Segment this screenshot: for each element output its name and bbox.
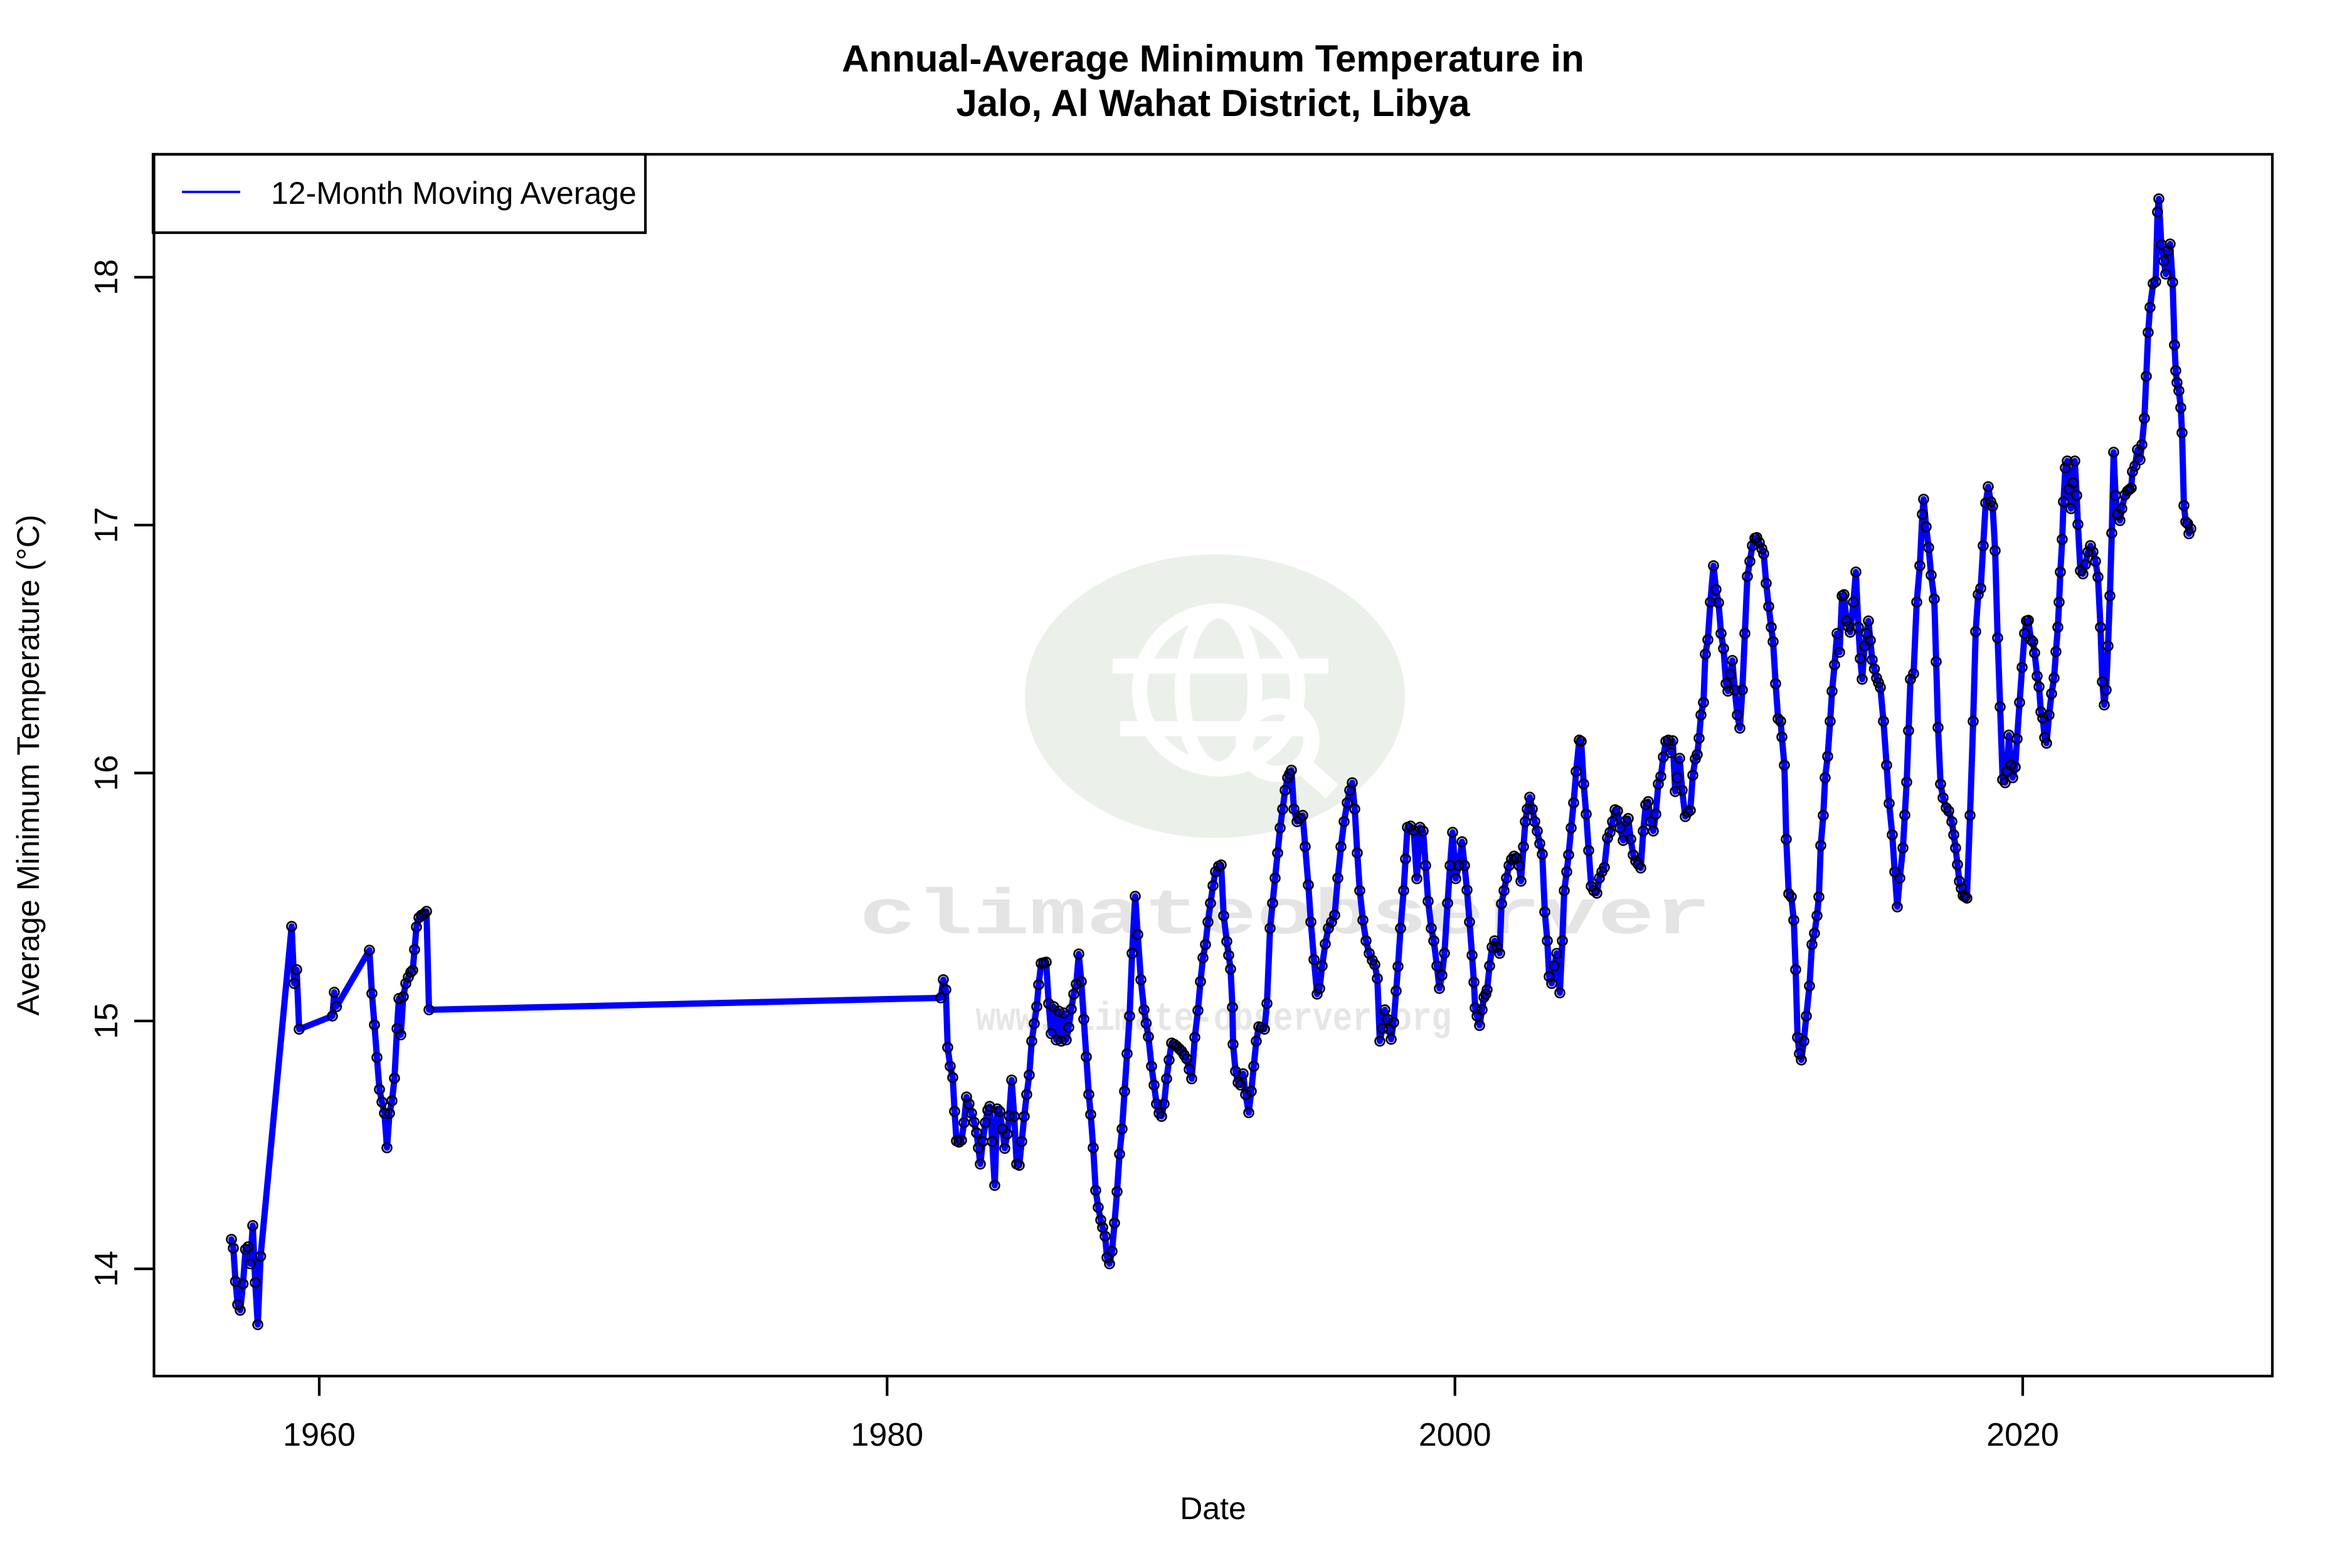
svg-text:1960: 1960 (283, 1417, 356, 1453)
svg-text:Annual-Average Minimum Tempera: Annual-Average Minimum Temperature in (842, 38, 1584, 80)
svg-text:16: 16 (88, 755, 125, 792)
svg-text:2020: 2020 (1986, 1417, 2059, 1453)
svg-text:Jalo, Al Wahat District, Libya: Jalo, Al Wahat District, Libya (956, 82, 1470, 124)
svg-text:12-Month Moving Average: 12-Month Moving Average (271, 176, 637, 211)
svg-text:1980: 1980 (851, 1417, 924, 1453)
svg-text:15: 15 (88, 1003, 125, 1039)
svg-text:17: 17 (88, 507, 125, 543)
svg-text:18: 18 (88, 259, 125, 295)
svg-text:climateobserver: climateobserver (859, 880, 1712, 953)
svg-text:2000: 2000 (1419, 1417, 1491, 1453)
svg-text:Date: Date (1180, 1491, 1246, 1526)
svg-text:Average Minimum Temperature (°: Average Minimum Temperature (°C) (11, 515, 46, 1016)
svg-text:14: 14 (88, 1251, 125, 1287)
